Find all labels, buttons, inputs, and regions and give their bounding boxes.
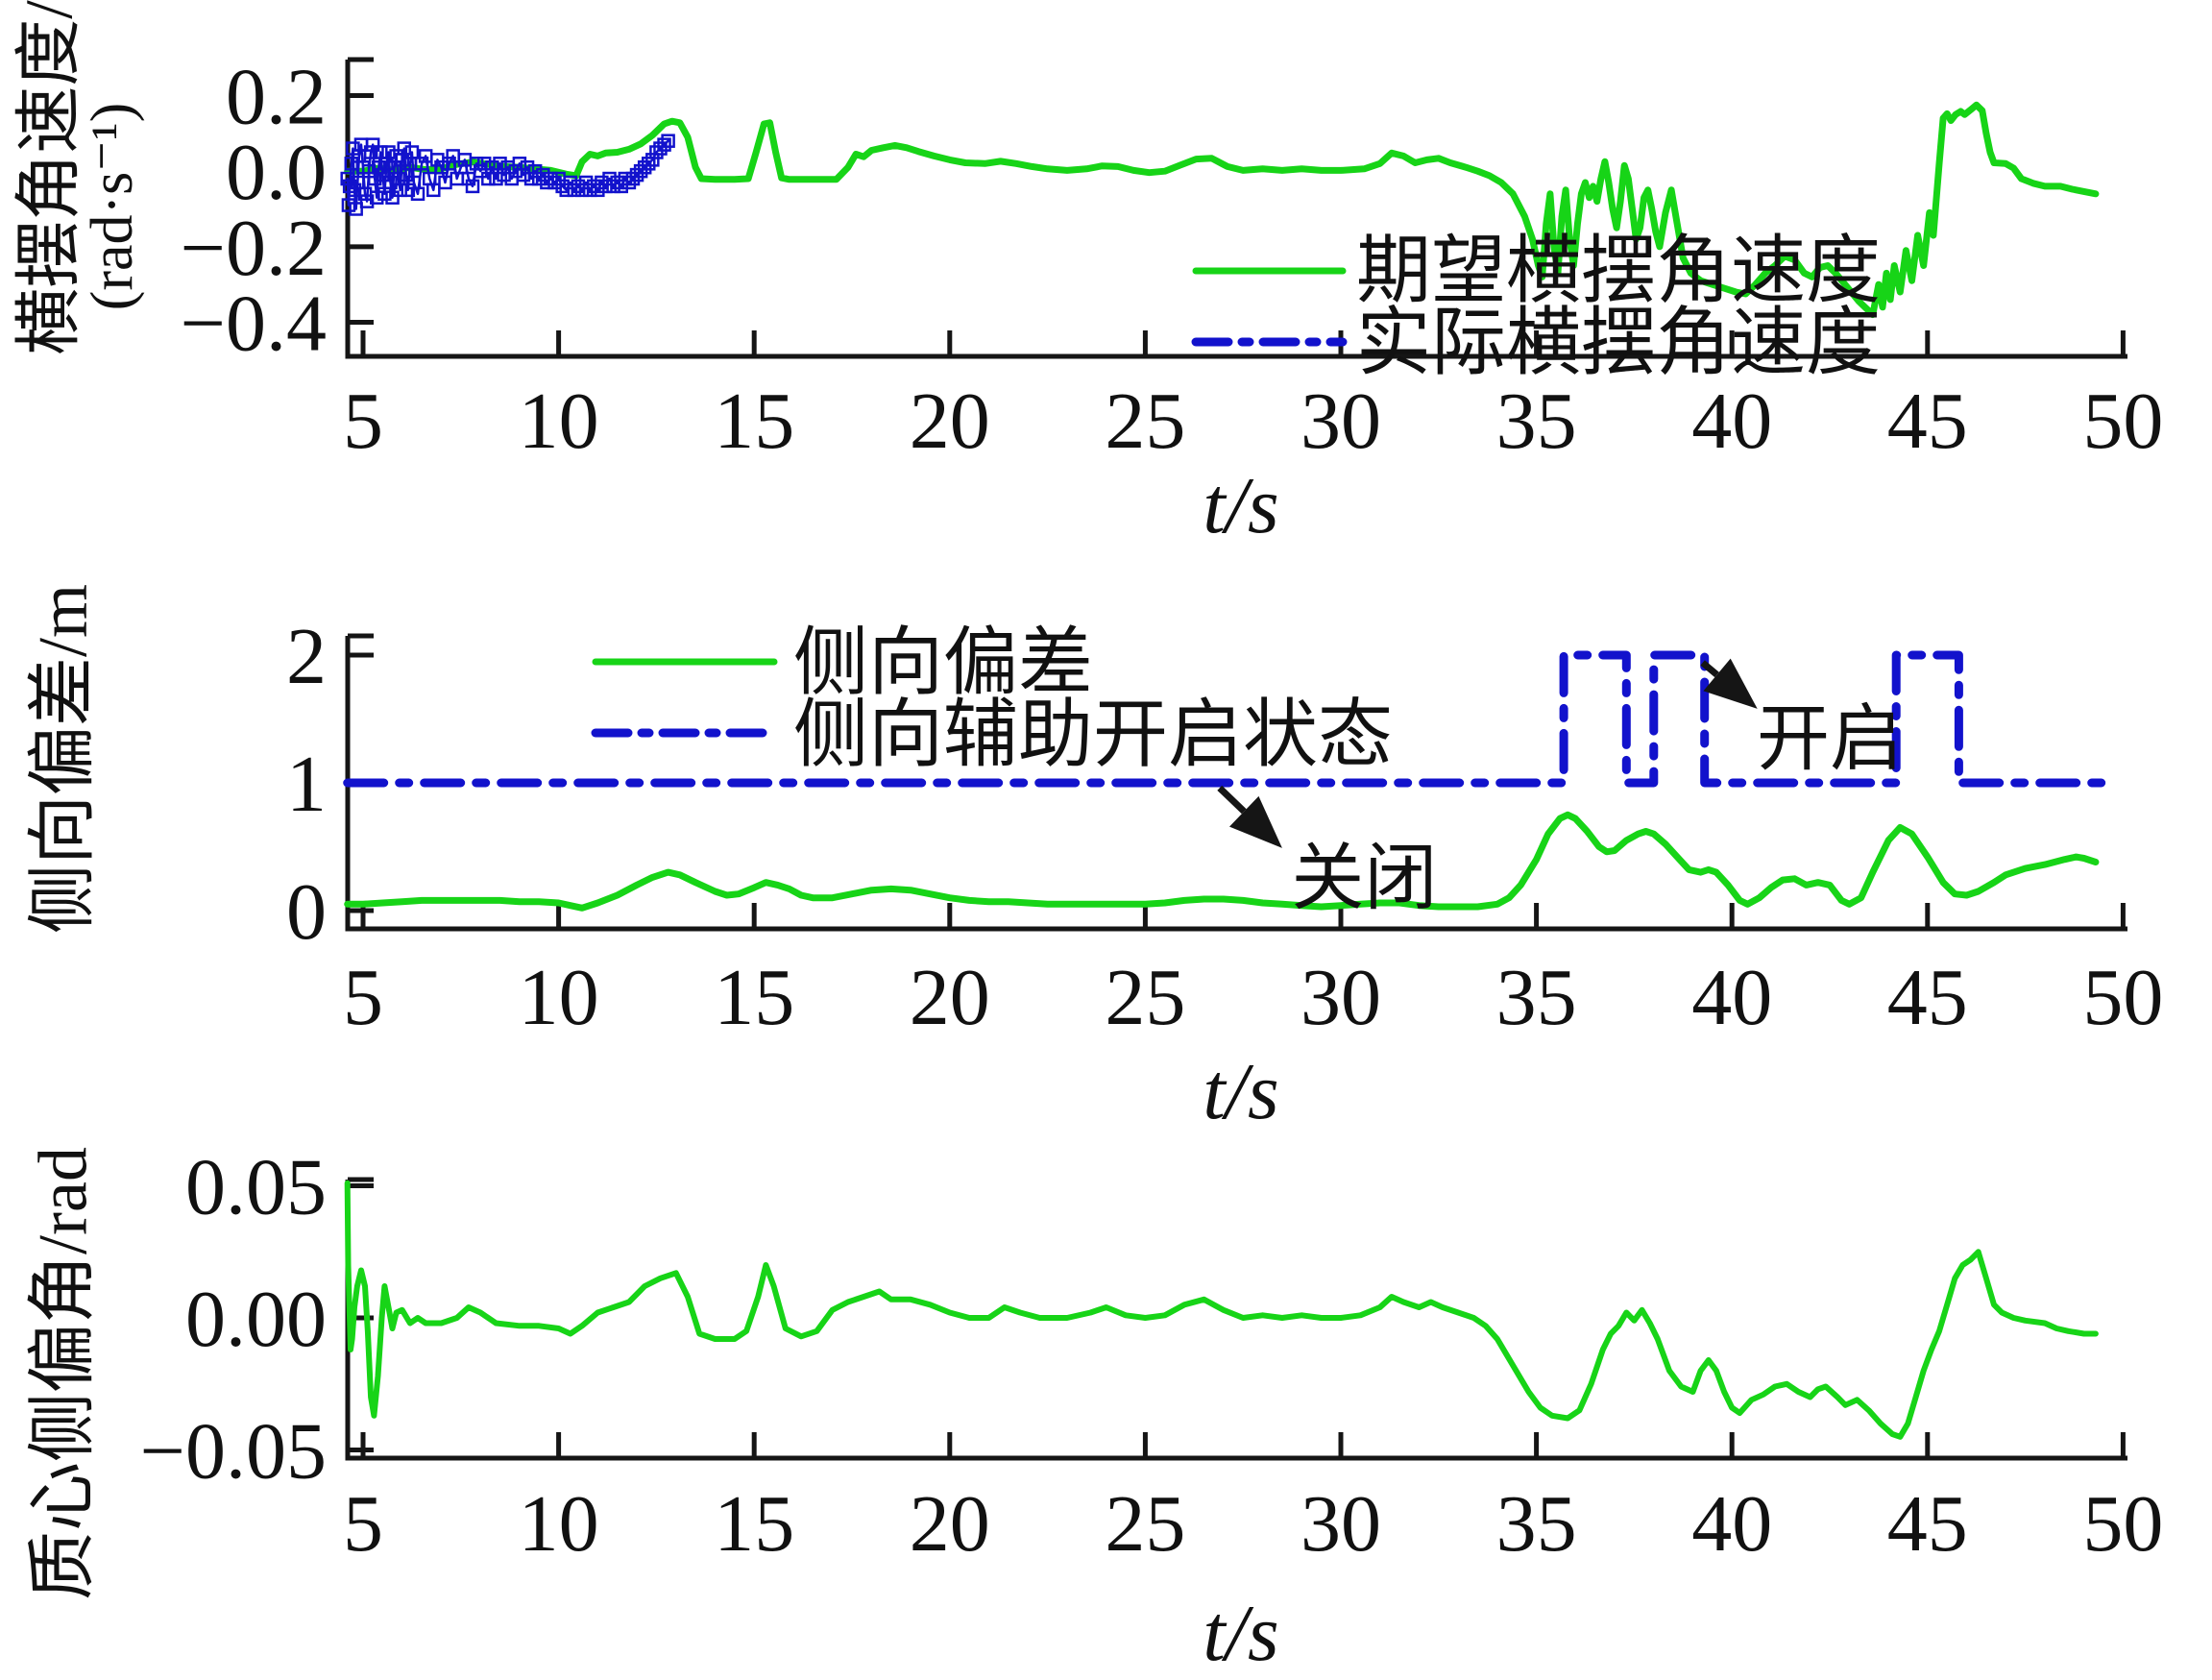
legend-label-lateral-deviation: 侧向偏差 <box>793 621 1094 704</box>
svg-text:30: 30 <box>1300 953 1381 1042</box>
svg-text:35: 35 <box>1496 377 1577 466</box>
svg-text:20: 20 <box>910 953 990 1042</box>
svg-text:30: 30 <box>1300 377 1381 466</box>
svg-text:5: 5 <box>343 377 383 466</box>
annotation-close: 关闭 <box>1291 838 1438 919</box>
svg-text:20: 20 <box>910 377 990 466</box>
y-axis-unit-yaw-rate: (rad·s⁻¹) <box>80 102 145 311</box>
svg-text:15: 15 <box>714 377 794 466</box>
svg-text:5: 5 <box>343 1479 383 1569</box>
svg-text:20: 20 <box>910 1479 990 1569</box>
svg-text:0.0: 0.0 <box>226 128 327 217</box>
svg-text:25: 25 <box>1105 953 1185 1042</box>
svg-text:5: 5 <box>343 953 383 1042</box>
svg-text:0.05: 0.05 <box>185 1143 327 1232</box>
svg-text:40: 40 <box>1691 953 1772 1042</box>
x-axis-label-bottom: t/s <box>1203 1589 1279 1678</box>
svg-text:−0.2: −0.2 <box>181 204 327 293</box>
svg-text:30: 30 <box>1300 1479 1381 1569</box>
svg-text:−0.4: −0.4 <box>181 280 327 369</box>
x-axis-label-top: t/s <box>1203 461 1279 550</box>
svg-text:35: 35 <box>1496 953 1577 1042</box>
legend-label-actual-yaw-rate: 实际横摆角速度 <box>1356 301 1882 384</box>
y-axis-label-lateral-deviation: 侧向偏差/m <box>24 583 102 935</box>
y-axis-label-sideslip: 质心侧偏角/rad <box>24 1147 102 1600</box>
legend-label-assist-state: 侧向辅助开启状态 <box>793 693 1394 776</box>
svg-text:50: 50 <box>2082 377 2163 466</box>
svg-text:40: 40 <box>1691 377 1772 466</box>
svg-text:15: 15 <box>714 953 794 1042</box>
svg-text:0: 0 <box>286 867 327 957</box>
legend-label-desired-yaw-rate: 期望横摆角速度 <box>1356 229 1882 312</box>
svg-text:1: 1 <box>286 740 327 829</box>
svg-text:25: 25 <box>1105 377 1185 466</box>
annotation-open: 开启 <box>1757 698 1903 780</box>
svg-text:40: 40 <box>1691 1479 1772 1569</box>
x-axis-label-middle: t/s <box>1203 1047 1279 1136</box>
svg-text:45: 45 <box>1887 1479 1968 1569</box>
svg-text:15: 15 <box>714 1479 794 1569</box>
svg-text:0.00: 0.00 <box>185 1275 327 1364</box>
svg-text:−0.05: −0.05 <box>140 1407 327 1497</box>
svg-text:0.2: 0.2 <box>226 53 327 142</box>
svg-text:10: 10 <box>519 1479 599 1569</box>
svg-text:10: 10 <box>519 953 599 1042</box>
svg-text:50: 50 <box>2082 953 2163 1042</box>
svg-text:35: 35 <box>1496 1479 1577 1569</box>
svg-text:10: 10 <box>519 377 599 466</box>
svg-text:25: 25 <box>1105 1479 1185 1569</box>
svg-text:2: 2 <box>286 612 327 701</box>
svg-text:45: 45 <box>1887 377 1968 466</box>
svg-text:45: 45 <box>1887 953 1968 1042</box>
svg-text:50: 50 <box>2082 1479 2163 1569</box>
